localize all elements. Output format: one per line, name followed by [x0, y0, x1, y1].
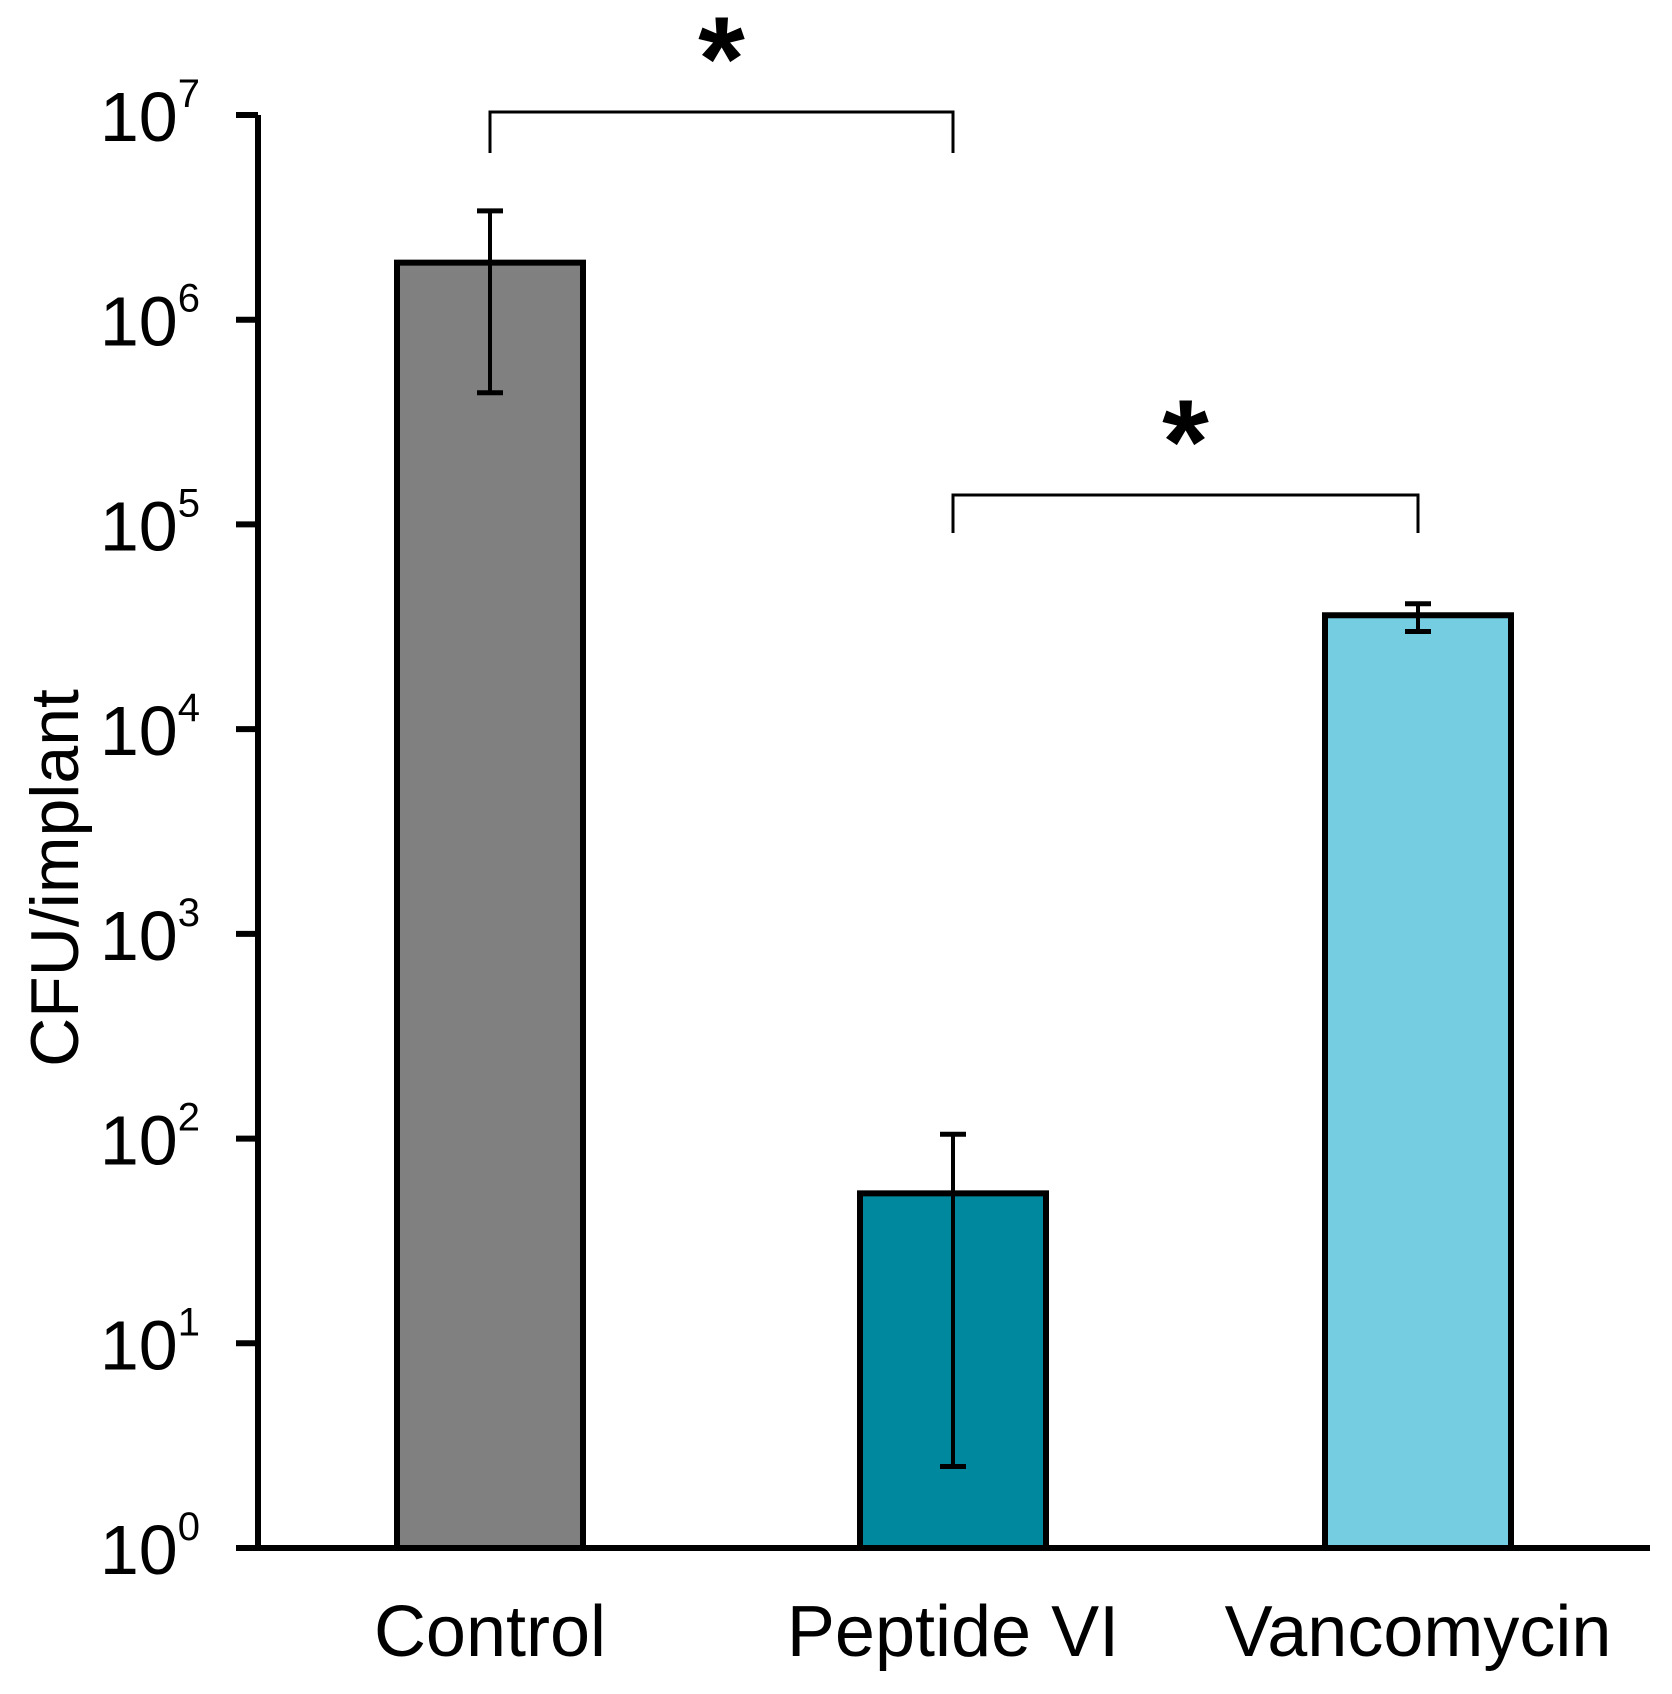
y-tick-exponent: 4	[178, 686, 200, 730]
y-tick-base: 10	[100, 1306, 178, 1384]
x-tick-label-control: Control	[374, 1592, 606, 1672]
y-tick-base: 10	[100, 78, 178, 156]
significance-bracket-0	[488, 110, 955, 153]
y-tick-label-3: 103	[100, 891, 200, 975]
y-tick-exponent: 2	[178, 1096, 200, 1140]
y-tick-base: 10	[100, 692, 178, 770]
bar-control	[394, 259, 586, 1552]
y-tick-base: 10	[100, 487, 178, 565]
x-axis-labels: Control Peptide VI Vancomycin	[374, 1592, 1611, 1672]
error-bars	[477, 208, 1431, 1470]
bar-vancomycin	[1322, 612, 1514, 1551]
y-tick-base: 10	[100, 1102, 178, 1180]
y-tick-base: 10	[100, 897, 178, 975]
y-axis-label: CFU/implant	[17, 689, 93, 1067]
y-tick-exponent: 6	[178, 277, 200, 321]
y-tick-exponent: 7	[178, 72, 200, 116]
y-tick-label-1: 101	[100, 1300, 200, 1384]
y-tick-exponent: 1	[178, 1300, 200, 1344]
y-tick-label-4: 104	[100, 686, 200, 770]
y-tick-exponent: 5	[178, 481, 200, 525]
y-tick-label-0: 100	[100, 1505, 200, 1589]
y-tick-base: 10	[100, 1511, 178, 1589]
y-tick-exponent: 3	[178, 891, 200, 935]
significance-star-0: *	[698, 0, 745, 126]
significance-star-1: *	[1162, 375, 1209, 509]
y-tick-exponent: 0	[178, 1505, 200, 1549]
y-tick-label-2: 102	[100, 1096, 200, 1180]
significance-brackets: **	[488, 0, 1420, 533]
x-tick-label-peptide-vi: Peptide VI	[787, 1592, 1119, 1672]
y-tick-label-7: 107	[100, 72, 200, 156]
y-tick-label-6: 106	[100, 277, 200, 361]
significance-bracket-1	[951, 493, 1420, 533]
y-tick-label-5: 105	[100, 481, 200, 565]
y-tick-base: 10	[100, 283, 178, 361]
x-tick-label-vancomycin: Vancomycin	[1225, 1592, 1612, 1672]
